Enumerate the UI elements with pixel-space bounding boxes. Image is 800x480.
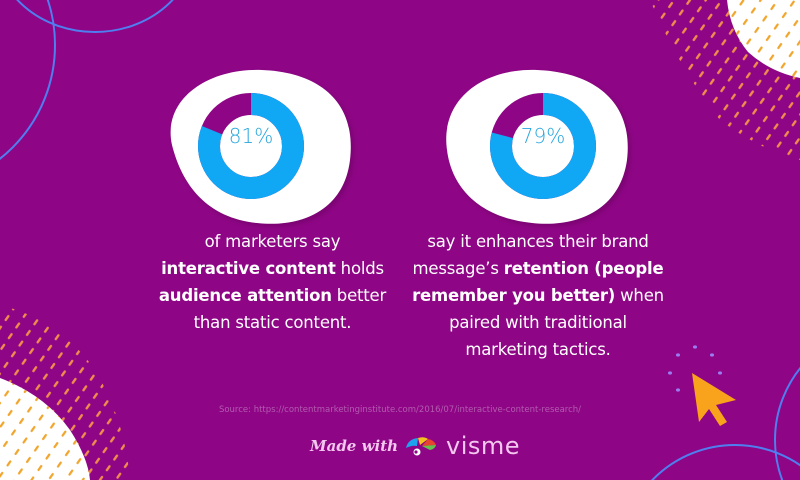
visme-logo-icon	[406, 437, 437, 456]
visme-brand-name: visme	[446, 432, 521, 460]
bottom-right-circles	[651, 366, 800, 480]
stat-description-2: say it enhances their brand message’s re…	[412, 232, 664, 359]
stat-description-1: of marketers say interactive content hol…	[158, 232, 387, 332]
top-left-circles	[0, 0, 174, 160]
cursor-icon	[668, 345, 736, 426]
stat-card-2: 79%	[422, 60, 642, 230]
donut-chart	[198, 93, 304, 199]
made-with-label: Made with	[310, 437, 399, 455]
source-citation: Source: https://contentmarketinginstitut…	[218, 405, 582, 415]
bottom-left-pattern	[0, 305, 130, 480]
top-right-pattern	[650, 0, 800, 160]
percent-label: 81%	[228, 124, 274, 148]
blob-shape	[446, 69, 628, 224]
blob-shape	[170, 69, 351, 224]
percent-label: 79%	[520, 124, 566, 148]
stat-card-1: 81%	[152, 60, 372, 230]
donut-chart	[490, 93, 596, 199]
made-with-visme-badge[interactable]: Made with visme	[310, 432, 520, 460]
